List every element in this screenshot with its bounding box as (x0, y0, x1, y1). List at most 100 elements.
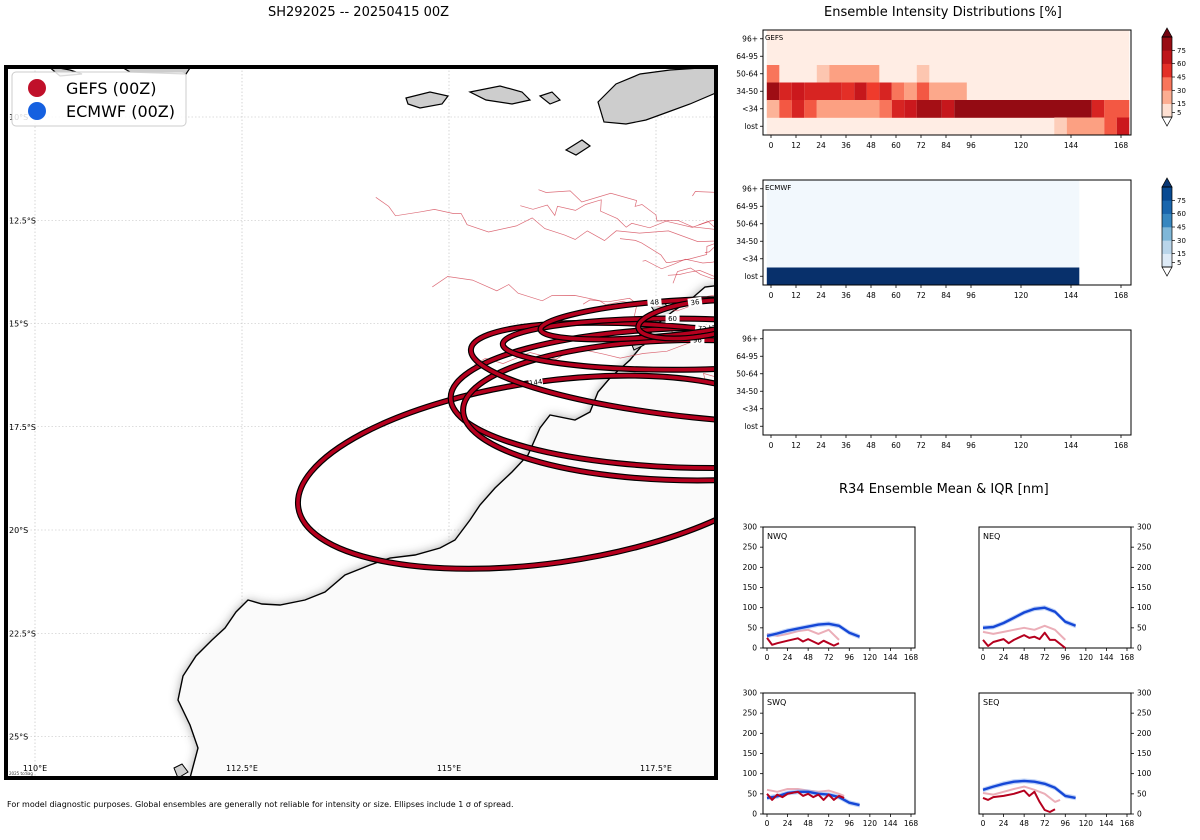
row-label: 34-50 (736, 87, 758, 96)
ecmwf-colorbar: 515 30 45 60 75 (1161, 177, 1186, 277)
x-tick-label: 120 (1014, 291, 1029, 300)
x-tick-label: 72 (916, 441, 926, 450)
heat-cell (879, 100, 892, 118)
colorbar-segment (1162, 187, 1172, 201)
x-tick-label: 168 (1114, 441, 1129, 450)
x-tick-label: 60 (891, 441, 901, 450)
colorbar-tick-label: 60 (1177, 210, 1186, 218)
ellipse-60h: 60 (499, 314, 716, 373)
heat-cell (766, 250, 1080, 268)
neq-label: NEQ (983, 532, 1000, 541)
footnote: For model diagnostic purposes. Global en… (7, 800, 514, 809)
x-tick-label: 36 (841, 441, 851, 450)
lat-label: 17.5°S (9, 423, 36, 432)
heat-cell (816, 100, 880, 118)
x-tick-label: 120 (863, 653, 878, 662)
row-label: 50-64 (736, 219, 758, 228)
x-tick-label: 24 (816, 441, 826, 450)
y-tick-label: 300 (743, 689, 758, 698)
y-tick-label: 150 (1137, 749, 1152, 758)
x-tick-label: 0 (981, 653, 986, 662)
heat-cell (1116, 117, 1130, 136)
heat-cell (929, 82, 967, 101)
colorbar-segment (1162, 240, 1172, 254)
y-tick-label: 100 (743, 769, 758, 778)
x-tick-label: 96 (1061, 653, 1071, 662)
main-title: SH292025 -- 20250415 00Z (268, 5, 450, 20)
lat-label: 12.5°S (9, 216, 36, 225)
row-label: 64-95 (736, 352, 758, 361)
x-tick-label: 168 (904, 819, 919, 828)
gefs-panel-label: GEFS (765, 34, 784, 42)
lon-label: 115°E (437, 764, 461, 773)
y-tick-label: 50 (747, 789, 757, 798)
colorbar-tick-label: 5 (1177, 109, 1181, 117)
x-tick-label: 168 (1114, 291, 1129, 300)
colorbar-tick-label: 75 (1177, 47, 1186, 55)
row-label: lost (744, 422, 758, 431)
row-label: 96+ (742, 334, 758, 343)
ellipse-label-bg (665, 314, 680, 324)
ecmwf-intensity-heatmap: 96+ 64-95 50-64 34-50 <34 lost 0 12 24 36 48 60 72 84… (736, 179, 1132, 300)
row-label: 50-64 (736, 369, 758, 378)
x-tick-label: 96 (966, 141, 976, 150)
map-credit: 2025 tcdiag (9, 771, 33, 776)
y-tick-label: 200 (743, 563, 758, 572)
heat-cell (1104, 117, 1117, 136)
row-label: <34 (742, 254, 758, 263)
y-tick-label: 150 (1137, 583, 1152, 592)
gefs-member-track (619, 238, 716, 263)
y-tick-label: 200 (1137, 729, 1152, 738)
x-tick-label: 144 (883, 653, 898, 662)
map-legend: GEFS (00Z) ECMWF (00Z) (11, 71, 187, 127)
gefs-iqr-upper-line (982, 624, 1067, 641)
y-tick-label: 250 (743, 709, 758, 718)
row-label: <34 (742, 404, 758, 413)
gefs-mean-line (982, 631, 1066, 649)
heat-cell (891, 82, 905, 101)
gefs-member-track (474, 330, 716, 366)
colorbar-segment (1162, 50, 1172, 64)
x-tick-label: 144 (1099, 819, 1114, 828)
ecmwf-panel-label: ECMWF (765, 184, 791, 192)
heat-cell (916, 82, 930, 101)
r34-neq-panel: 0 50 100 150 200 250 300 0 24 48 72 96 120 144 168 (978, 523, 1152, 662)
ellipse-144h: 144 (294, 372, 716, 572)
ecmwf-mean-line (982, 779, 1076, 800)
gefs-mean-line (766, 637, 840, 647)
seq-label: SEQ (983, 698, 999, 707)
r34-seq-panel: 0 50 100 150 200 250 300 0 24 48 72 96 120 144 168 (978, 689, 1152, 828)
gefs-colorbar: 515 30 45 60 75 (1161, 27, 1186, 127)
ecmwf-mean-line (766, 622, 861, 638)
ellipse-96h: 96 (460, 335, 716, 484)
y-tick-label: 100 (743, 603, 758, 612)
intensity-distributions: 96+ 64-95 50-64 34-50 <34 lost 0 12 24 36 48 60 72 84… (736, 27, 1186, 450)
x-tick-label: 84 (941, 141, 951, 150)
ellipse-hour-label: 144 (529, 378, 544, 388)
x-tick-label: 168 (1120, 653, 1135, 662)
heat-cell (779, 100, 792, 118)
x-tick-label: 60 (891, 141, 901, 150)
x-tick-label: 96 (845, 653, 855, 662)
heat-cell (866, 82, 880, 101)
x-tick-label: 120 (1014, 441, 1029, 450)
x-tick-label: 48 (1019, 653, 1029, 662)
colorbar-segment (1162, 77, 1172, 91)
ellipse-hour-label: 60 (668, 315, 677, 323)
heat-cell (766, 100, 780, 118)
heat-cell (841, 82, 855, 101)
x-tick-label: 24 (816, 291, 826, 300)
x-tick-label: 24 (783, 653, 793, 662)
x-tick-label: 24 (999, 653, 1009, 662)
x-tick-label: 12 (791, 441, 801, 450)
x-tick-label: 144 (1099, 653, 1114, 662)
x-tick-label: 24 (816, 141, 826, 150)
r34-frame (978, 692, 1132, 815)
heat-cell (766, 47, 1130, 66)
lon-label: 110°E (23, 764, 47, 773)
gefs-legend-label: GEFS (00Z) (66, 79, 156, 98)
heat-cell (766, 82, 780, 101)
heat-cell (916, 100, 942, 118)
row-label: 96+ (742, 34, 758, 43)
ellipse-hour-label: 96 (693, 337, 702, 345)
